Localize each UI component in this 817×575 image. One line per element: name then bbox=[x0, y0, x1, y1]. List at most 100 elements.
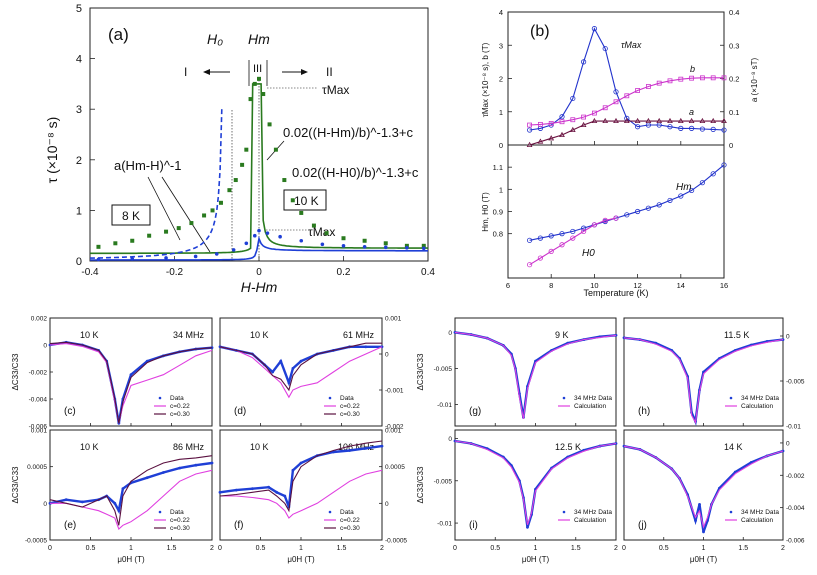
d-legend-marker bbox=[328, 396, 332, 400]
a-ytick-label: 4 bbox=[76, 54, 82, 66]
i-xtick-label: 0 bbox=[453, 545, 457, 552]
a-point-10k bbox=[257, 228, 261, 233]
b-label-hm: Hm bbox=[676, 182, 692, 193]
e-data-point bbox=[210, 461, 214, 465]
a-point-8k bbox=[282, 178, 287, 183]
b-hm-point bbox=[667, 197, 673, 204]
g-temp-label: 9 K bbox=[555, 330, 569, 340]
b-a-point bbox=[667, 117, 673, 124]
d-data-point bbox=[291, 367, 295, 370]
panel-i: 0 0.5 1 1.5 2 μ0H (T) -0.01 -0.005 0 ΔC33/C33 (i) 1… bbox=[416, 429, 618, 564]
b-b-point bbox=[710, 75, 716, 81]
g-data-point bbox=[614, 333, 618, 337]
a-point-10k bbox=[193, 254, 198, 259]
j-ytick-label: -0.006 bbox=[786, 538, 805, 545]
b-taumax-point bbox=[613, 89, 619, 95]
j-legend-label: 34 MHz Data bbox=[741, 509, 779, 516]
b-taumax-point bbox=[710, 126, 716, 132]
a-point-8k bbox=[273, 147, 278, 152]
a-point-8k bbox=[324, 231, 329, 236]
h-legend-label: 34 MHz Data bbox=[741, 395, 779, 402]
panel-a-xlabel: H-Hm bbox=[241, 279, 278, 295]
g-legend-marker bbox=[562, 396, 566, 400]
a-point-8k bbox=[252, 81, 257, 86]
b-h0-point bbox=[526, 262, 533, 268]
b-b-point bbox=[700, 75, 705, 81]
h-ytick-label: 0 bbox=[786, 334, 790, 341]
b-taumax-point bbox=[678, 125, 684, 131]
c-ytick-label: 0.002 bbox=[31, 316, 48, 323]
g-Calculation-line bbox=[454, 331, 617, 419]
c-legend-marker bbox=[158, 396, 162, 400]
panel-f: 0 0.5 1 1.5 2 μ0H (T) -0.0005 0 0.0005 0.001 (f) 10… bbox=[218, 428, 407, 565]
b-a-point bbox=[559, 131, 565, 138]
i-panel-label: (i) bbox=[469, 520, 478, 531]
b-b-point bbox=[613, 99, 619, 105]
a-point-10k bbox=[265, 231, 270, 235]
a-point-8k bbox=[257, 76, 261, 81]
g-legend-label: Calculation bbox=[574, 403, 607, 410]
d-c=0.30-line bbox=[219, 342, 382, 392]
d-c=0.22-line bbox=[219, 346, 383, 399]
a-point-8k bbox=[383, 241, 388, 246]
j-data-point bbox=[702, 530, 705, 534]
j-panel-label: (j) bbox=[638, 520, 647, 531]
b-b-point bbox=[538, 121, 543, 127]
a-xtick-label: 0.2 bbox=[337, 267, 351, 278]
b-a-point bbox=[699, 117, 706, 124]
a-point-8k bbox=[189, 221, 194, 226]
region-III-label: III bbox=[253, 63, 262, 75]
a-point-10k bbox=[320, 242, 325, 247]
b-ytick-left-label: 4 bbox=[499, 8, 503, 17]
a-point-10k bbox=[362, 245, 367, 249]
b-hm-point bbox=[678, 193, 684, 199]
c-legend-label: c=0.22 bbox=[170, 403, 190, 410]
box-10k bbox=[283, 189, 327, 211]
formula-a-pointer-2 bbox=[161, 176, 211, 253]
i-xtick-label: 1 bbox=[534, 545, 538, 552]
b-taumax-point bbox=[634, 124, 641, 130]
b-taumax-point bbox=[699, 126, 706, 132]
f-c=0.22-line bbox=[220, 469, 383, 519]
divergence-curve bbox=[90, 109, 223, 259]
d-panel-label: (d) bbox=[234, 406, 246, 417]
a-point-8k bbox=[244, 147, 249, 152]
b-h0-point bbox=[602, 217, 608, 223]
f-xtick-label: 0.5 bbox=[256, 545, 266, 552]
a-point-8k bbox=[362, 238, 367, 243]
f-xtick-label: 2 bbox=[380, 545, 384, 552]
j-Calculation-line bbox=[623, 445, 784, 529]
e-ylabel: ΔC33/C33 bbox=[11, 466, 20, 503]
f-legend-marker bbox=[328, 510, 332, 514]
d-ytick-label: 0.001 bbox=[385, 316, 402, 323]
b-taumax-point bbox=[580, 59, 587, 65]
b-taumax-point bbox=[591, 26, 598, 32]
panel-a-ticks: -0.4 -0.2 0 0.2 0.4 0 1 2 3 4 5 bbox=[76, 3, 436, 278]
h-legend-label: Calculation bbox=[741, 403, 774, 410]
b-b-point bbox=[721, 75, 727, 81]
b-hm-point bbox=[624, 212, 630, 218]
g-panel-label: (g) bbox=[469, 406, 481, 417]
a-point-8k bbox=[113, 241, 118, 246]
f-ytick-label: 0.0005 bbox=[385, 464, 405, 471]
i-legend-marker bbox=[562, 510, 566, 514]
b-hm-point bbox=[656, 202, 662, 208]
c-ytick-label: 0 bbox=[43, 343, 47, 350]
panel-a-label: (a) bbox=[108, 25, 129, 44]
e-data-point bbox=[113, 501, 117, 505]
j-xtick-label: 1 bbox=[702, 545, 706, 552]
b-h0-point bbox=[613, 215, 619, 221]
c-freq-label: 34 MHz bbox=[173, 330, 205, 340]
j-xtick-label: 0.5 bbox=[659, 545, 669, 552]
b-hm-point bbox=[580, 225, 587, 231]
a-point-8k bbox=[130, 238, 135, 243]
formula-h0: 0.02((H-H0)/b)^-1.3+c bbox=[292, 165, 419, 180]
b-taumax-point bbox=[526, 127, 533, 133]
e-data-point bbox=[145, 476, 149, 480]
b-a-point bbox=[602, 117, 609, 124]
i-ytick-label: 0 bbox=[448, 436, 452, 443]
a-point-10k bbox=[421, 246, 426, 251]
a-point-8k bbox=[233, 178, 238, 183]
e-c=0.30-line bbox=[49, 455, 213, 526]
